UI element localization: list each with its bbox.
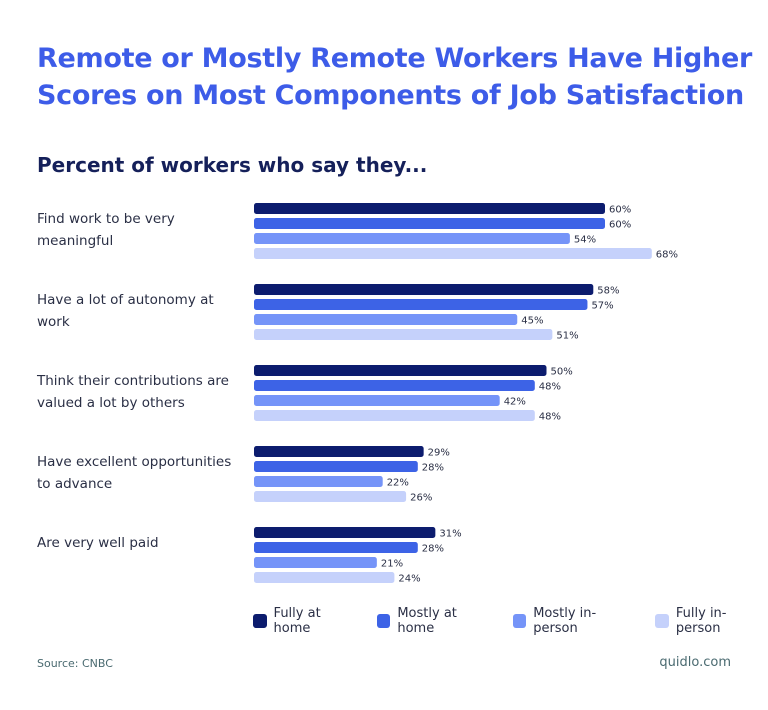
data-label: 42%: [504, 397, 526, 408]
bar: [254, 410, 535, 421]
chart-subtitle: Percent of workers who say they...: [37, 153, 428, 177]
legend-item: Mostly in-person: [512, 606, 638, 636]
data-label: 57%: [591, 301, 613, 312]
category-label: Have excellent opportunities to advance: [37, 454, 232, 492]
bar: [254, 542, 418, 553]
bar: [254, 491, 407, 502]
category-label: Are very well paid: [37, 535, 159, 551]
bar: [254, 284, 594, 295]
bar: [254, 203, 605, 214]
bar: [254, 365, 547, 376]
data-label: 68%: [656, 250, 678, 261]
data-label: 21%: [381, 559, 403, 570]
bar: [254, 527, 436, 538]
data-label: 60%: [609, 220, 631, 231]
legend-label: Mostly in-person: [533, 606, 597, 636]
category-label: Have a lot of autonomy at work: [37, 292, 214, 330]
legend-item: Fully in-person: [655, 606, 768, 636]
legend-swatch: [512, 614, 527, 628]
bar: [254, 329, 553, 340]
bar: [254, 314, 518, 325]
bar: [254, 461, 418, 472]
bar: [254, 572, 395, 583]
chart-title: Remote or Mostly Remote Workers Have Hig…: [37, 43, 752, 111]
legend-swatch: [253, 614, 267, 628]
bar: [254, 248, 652, 259]
data-label: 22%: [387, 478, 409, 489]
data-label: 29%: [428, 448, 450, 459]
bar: [254, 476, 383, 487]
legend: Fully at home Mostly at home Mostly in-per…: [253, 606, 768, 636]
data-label: 28%: [422, 463, 444, 474]
category-label: Think their contributions are valued a l…: [37, 373, 229, 411]
category-label: Find work to be very meaningful: [37, 211, 175, 249]
data-label: 54%: [574, 235, 596, 246]
data-label: 58%: [597, 286, 619, 297]
source-note: Source: CNBC: [37, 657, 113, 670]
legend-swatch: [376, 614, 391, 628]
data-label: 48%: [539, 382, 561, 393]
data-label: 51%: [556, 331, 578, 342]
legend-item: Mostly at home: [376, 606, 495, 636]
legend-label: Fully in-person: [675, 606, 727, 636]
legend-label: Mostly at home: [397, 606, 457, 636]
data-label: 31%: [439, 529, 461, 540]
data-label: 45%: [521, 316, 543, 327]
legend-swatch: [655, 614, 669, 628]
data-label: 26%: [410, 493, 432, 504]
data-label: 48%: [539, 412, 561, 423]
bar: [254, 218, 605, 229]
bar: [254, 233, 570, 244]
bar: [254, 395, 500, 406]
legend-label: Fully at home: [273, 606, 321, 636]
data-label: 24%: [398, 574, 420, 585]
brand-logo-text: quidlo.com: [659, 655, 731, 670]
data-label: 28%: [422, 544, 444, 555]
bar: [254, 299, 588, 310]
legend-item: Fully at home: [253, 606, 359, 636]
bar: [254, 380, 535, 391]
data-label: 60%: [609, 205, 631, 216]
bar: [254, 557, 377, 568]
bar: [254, 446, 424, 457]
data-label: 50%: [551, 367, 573, 378]
